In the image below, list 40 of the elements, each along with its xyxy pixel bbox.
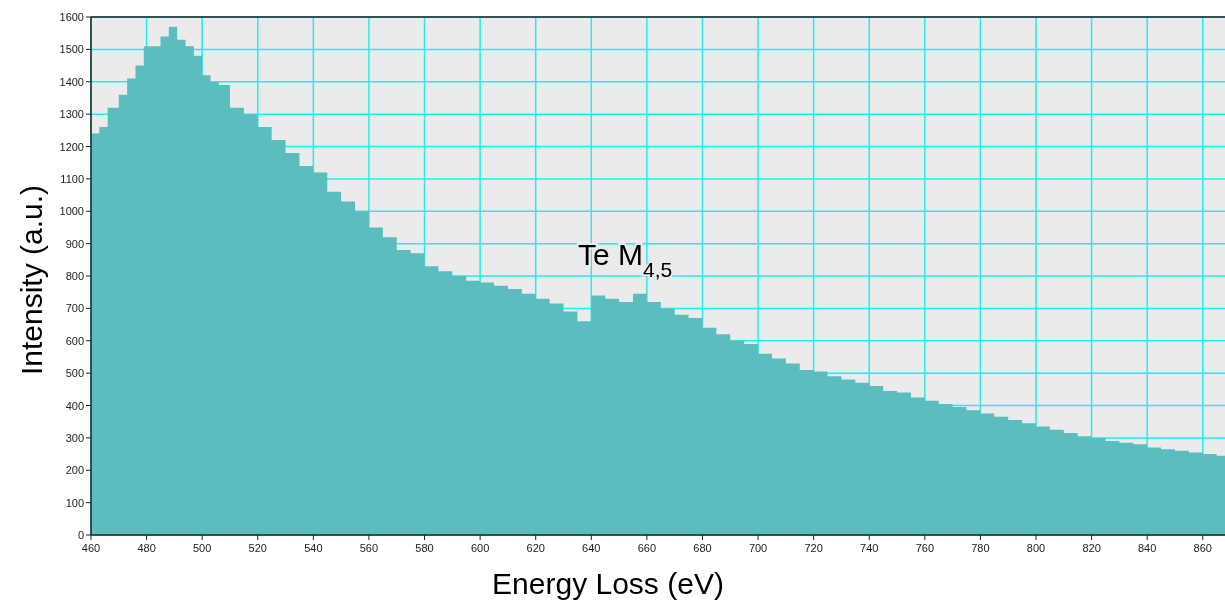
y-tick-label: 1600 (59, 11, 84, 23)
y-tick-label: 1200 (59, 140, 84, 153)
x-tick-label: 620 (526, 542, 545, 554)
x-tick-label: 720 (804, 542, 823, 554)
x-tick-label: 760 (915, 542, 934, 554)
x-tick-label: 820 (1082, 542, 1101, 554)
y-tick-label: 200 (65, 464, 84, 477)
x-tick-label: 600 (470, 542, 490, 554)
y-tick-label: 0 (77, 529, 84, 541)
x-tick-label: 520 (248, 542, 267, 554)
x-tick-label: 460 (81, 542, 101, 554)
y-tick-label: 1000 (59, 205, 84, 218)
x-axis-title: Energy Loss (eV) (492, 567, 724, 600)
x-tick-label: 500 (193, 542, 212, 554)
y-tick-label: 100 (65, 496, 84, 509)
y-tick-label: 1300 (59, 108, 84, 121)
x-tick-label: 640 (582, 542, 601, 554)
y-tick-label: 400 (65, 399, 84, 412)
x-tick-label: 860 (1193, 542, 1212, 554)
y-tick-label: 700 (65, 302, 84, 315)
x-tick-label: 560 (359, 542, 379, 554)
x-tick-label: 700 (748, 542, 768, 554)
x-tick-label: 580 (415, 542, 434, 554)
x-tick-label: 540 (304, 542, 323, 554)
y-tick-label: 900 (65, 237, 84, 250)
y-tick-label: 500 (65, 367, 84, 380)
y-tick-label: 1500 (59, 43, 84, 56)
x-tick-label: 780 (971, 542, 990, 554)
y-tick-label: 1400 (59, 75, 84, 88)
x-tick-label: 740 (860, 542, 879, 554)
y-tick-label: 600 (65, 334, 84, 347)
x-tick-label: 480 (137, 542, 156, 554)
x-tick-label: 680 (693, 542, 712, 554)
x-tick-label: 800 (1026, 542, 1046, 554)
y-tick-label: 1100 (60, 172, 84, 185)
y-tick-label: 300 (65, 431, 84, 444)
x-tick-label: 660 (637, 542, 657, 554)
y-axis-title: Intensity (a.u.) (15, 184, 48, 376)
y-tick-label: 800 (65, 270, 84, 282)
x-tick-label: 840 (1138, 542, 1157, 554)
